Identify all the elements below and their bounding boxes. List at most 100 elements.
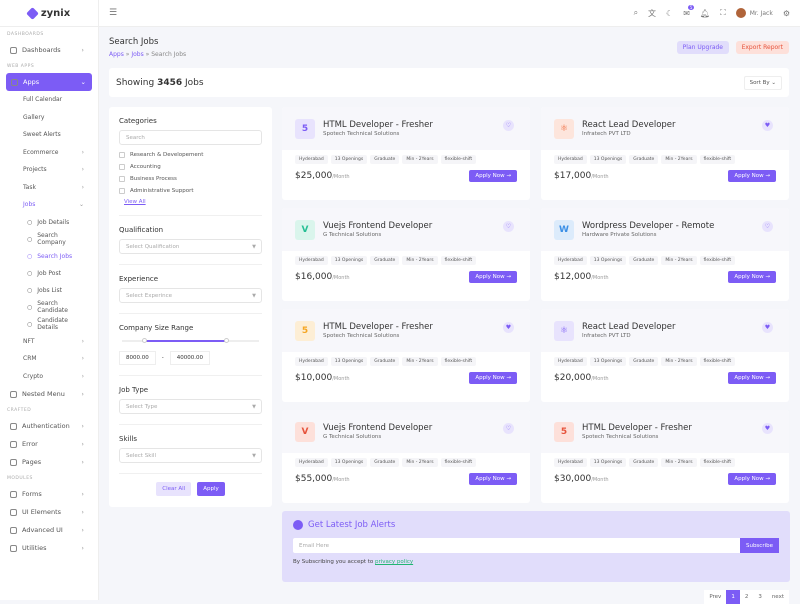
favorite-heart-icon[interactable]: ♥ — [762, 322, 773, 333]
favorite-heart-icon[interactable]: ♡ — [762, 221, 773, 232]
job-title[interactable]: Vuejs Frontend Developer — [323, 221, 433, 231]
sidebar-item-projects[interactable]: Projects › — [0, 161, 98, 179]
job-title[interactable]: HTML Developer - Fresher — [323, 322, 433, 332]
range-min-handle[interactable] — [142, 338, 147, 343]
sidebar-item-nft[interactable]: NFT › — [0, 333, 98, 351]
sidebar-item-forms[interactable]: Forms › — [0, 485, 98, 503]
category-checkbox[interactable]: Accounting — [119, 161, 262, 173]
sidebar-item-candidate-details[interactable]: ○ Candidate Details — [0, 316, 98, 333]
page-2[interactable]: 2 — [744, 594, 749, 600]
experience-select[interactable]: Select Experince ▼ — [119, 288, 262, 303]
apply-filter-button[interactable]: Apply — [197, 482, 225, 496]
qualification-select[interactable]: Select Qualification ▼ — [119, 239, 262, 254]
language-icon[interactable]: 文 — [648, 8, 657, 18]
job-card[interactable]: ⚛ React Lead Developer Infratech PVT LTD … — [541, 309, 789, 402]
category-search-input[interactable]: Search — [119, 130, 262, 145]
user-menu[interactable]: Mr. Jack — [735, 8, 773, 18]
sidebar-item-error[interactable]: Error › — [0, 435, 98, 453]
job-card[interactable]: 5 HTML Developer - Fresher Spotech Techni… — [541, 410, 789, 503]
page-next[interactable]: next — [771, 594, 784, 600]
clear-all-button[interactable]: Clear All — [156, 482, 192, 496]
sidebar-item-sweet-alerts[interactable]: Sweet Alerts — [0, 126, 98, 144]
sidebar-item-utilities[interactable]: Utilities › — [0, 539, 98, 557]
export-report-button[interactable]: Export Report — [735, 41, 789, 54]
job-card[interactable]: 5 HTML Developer - Fresher Spotech Techni… — [282, 309, 530, 402]
favorite-heart-icon[interactable]: ♡ — [503, 120, 514, 131]
category-checkbox[interactable]: Administrative Support — [119, 185, 262, 197]
favorite-heart-icon[interactable]: ♡ — [503, 423, 514, 434]
sidebar-item-gallery[interactable]: Gallery — [0, 109, 98, 127]
dark-mode-icon[interactable]: ☾ — [666, 8, 674, 18]
page-prev[interactable]: Prev — [709, 594, 722, 600]
page-3[interactable]: 3 — [758, 594, 762, 600]
job-tag: Graduate — [370, 458, 400, 467]
sidebar-item-advanced-ui[interactable]: Advanced UI › — [0, 521, 98, 539]
menu-toggle-icon[interactable]: ☰ — [109, 8, 118, 18]
sidebar-item-pages[interactable]: Pages › — [0, 453, 98, 471]
plan-upgrade-button[interactable]: Plan Upgrade — [676, 41, 729, 54]
apply-now-button[interactable]: Apply Now → — [728, 372, 776, 384]
settings-icon[interactable]: ⚙ — [782, 8, 790, 18]
job-type-select[interactable]: Select Type ▼ — [119, 399, 262, 414]
apply-now-button[interactable]: Apply Now → — [469, 271, 517, 283]
size-max-input[interactable]: 40000.00 — [169, 351, 210, 365]
apply-now-button[interactable]: Apply Now → — [728, 271, 776, 283]
notification-icon[interactable]: 🔔︎ — [699, 8, 711, 18]
apply-now-button[interactable]: Apply Now → — [728, 170, 776, 182]
email-input[interactable]: Email Here — [293, 538, 740, 553]
skills-select[interactable]: Select Skill ▼ — [119, 448, 262, 463]
job-title[interactable]: HTML Developer - Fresher — [323, 120, 433, 130]
breadcrumb-apps[interactable]: Apps — [109, 51, 124, 58]
sidebar-item-full-calendar[interactable]: Full Calendar — [0, 91, 98, 109]
sidebar-item-apps[interactable]: Apps ⌄ — [6, 73, 92, 91]
mail-icon[interactable]: ✉ 5 — [683, 4, 694, 18]
sidebar-item-job-details[interactable]: ○ Job Details — [27, 218, 70, 226]
sidebar-item-task[interactable]: Task › — [0, 179, 98, 197]
view-all-link[interactable]: View All — [124, 199, 146, 205]
logo[interactable]: zynix — [0, 0, 98, 27]
sidebar-item-authentication[interactable]: Authentication › — [0, 417, 98, 435]
fullscreen-icon[interactable]: ⛶ — [720, 8, 726, 17]
job-title[interactable]: React Lead Developer — [582, 322, 676, 332]
job-title[interactable]: Vuejs Frontend Developer — [323, 423, 433, 433]
sidebar-item-crypto[interactable]: Crypto › — [0, 368, 98, 386]
job-card[interactable]: W Wordpress Developer - Remote Hardware P… — [541, 208, 789, 301]
sidebar-item-search-jobs[interactable]: ○ Search Jobs — [27, 252, 73, 260]
sidebar-item-jobs-list[interactable]: ○ Jobs List — [27, 286, 63, 294]
job-title[interactable]: React Lead Developer — [582, 120, 676, 130]
sidebar-item-jobs[interactable]: Jobs ⌄ — [0, 196, 98, 214]
apply-now-button[interactable]: Apply Now → — [469, 372, 517, 384]
apply-now-button[interactable]: Apply Now → — [728, 473, 776, 485]
job-card[interactable]: 5 HTML Developer - Fresher Spotech Techni… — [282, 107, 530, 200]
sidebar-item-search-candidate[interactable]: ○ Search Candidate — [0, 299, 98, 316]
breadcrumb-jobs[interactable]: Jobs — [131, 51, 144, 58]
search-icon[interactable]: ⌕ — [633, 8, 639, 17]
sidebar-item-search-company[interactable]: ○ Search Company — [0, 231, 98, 248]
sidebar-item-nested-menu[interactable]: Nested Menu › — [0, 385, 98, 403]
apply-now-button[interactable]: Apply Now → — [469, 170, 517, 182]
size-min-input[interactable]: 8000.00 — [119, 351, 156, 365]
subscribe-button[interactable]: Subscribe — [739, 538, 779, 553]
sidebar-item-ecommerce[interactable]: Ecommerce › — [0, 144, 98, 162]
favorite-heart-icon[interactable]: ♥ — [762, 423, 773, 434]
job-card[interactable]: ⚛ React Lead Developer Infratech PVT LTD … — [541, 107, 789, 200]
favorite-heart-icon[interactable]: ♥ — [503, 322, 514, 333]
category-checkbox[interactable]: Business Process — [119, 173, 262, 185]
category-checkbox[interactable]: Research & Developement — [119, 149, 262, 161]
size-range-slider[interactable] — [122, 337, 259, 345]
job-title[interactable]: HTML Developer - Fresher — [582, 423, 692, 433]
favorite-heart-icon[interactable]: ♥ — [762, 120, 773, 131]
job-card[interactable]: V Vuejs Frontend Developer G Technical So… — [282, 208, 530, 301]
range-max-handle[interactable] — [224, 338, 229, 343]
job-card[interactable]: V Vuejs Frontend Developer G Technical So… — [282, 410, 530, 503]
sidebar-item-job-post[interactable]: ○ Job Post — [27, 269, 61, 277]
sidebar-item-crm[interactable]: CRM › — [0, 350, 98, 368]
job-title[interactable]: Wordpress Developer - Remote — [582, 221, 715, 231]
sidebar-item-ui-elements[interactable]: UI Elements › — [0, 503, 98, 521]
favorite-heart-icon[interactable]: ♡ — [503, 221, 514, 232]
apply-now-button[interactable]: Apply Now → — [469, 473, 517, 485]
sort-by-dropdown[interactable]: Sort By ⌄ — [743, 75, 782, 90]
page-1[interactable]: 1 — [726, 590, 740, 604]
privacy-policy-link[interactable]: privacy policy — [375, 559, 414, 565]
sidebar-item-dashboards[interactable]: Dashboards › — [0, 41, 98, 59]
